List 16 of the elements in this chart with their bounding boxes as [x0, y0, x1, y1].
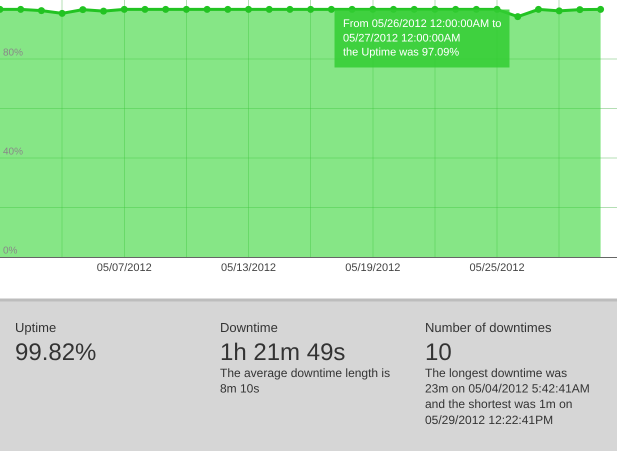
x-tick-label: 05/07/2012: [96, 262, 152, 274]
text: 10: [425, 339, 452, 366]
y-tick-label: 80%: [3, 47, 24, 58]
text: Number of downtimes: [425, 320, 552, 335]
annotation: From 05/26/2012 12:00:00AM to 05/27/2012 12:00:00AM the Uptime was 97.09%: [343, 18, 502, 59]
text: Downtime: [220, 320, 278, 335]
text: Uptime: [15, 320, 56, 335]
x-tick-label: 05/19/2012: [345, 262, 400, 274]
text: 1h 21m 49s: [220, 339, 346, 366]
x-tick-label: 05/25/2012: [470, 262, 525, 274]
y-tick-label: 0%: [3, 246, 18, 256]
text: The longest downtime was 23m on 05/04/2012 5:42:41AM and the shortest was 1m on 05/29/2012 12:22:41PM: [425, 366, 590, 427]
x-tick-label: 05/13/2012: [221, 262, 276, 274]
y-tick-label: 40%: [3, 146, 24, 158]
text: 99.82%: [15, 339, 96, 366]
text: The average downtime length is 8m 10s: [220, 366, 390, 396]
